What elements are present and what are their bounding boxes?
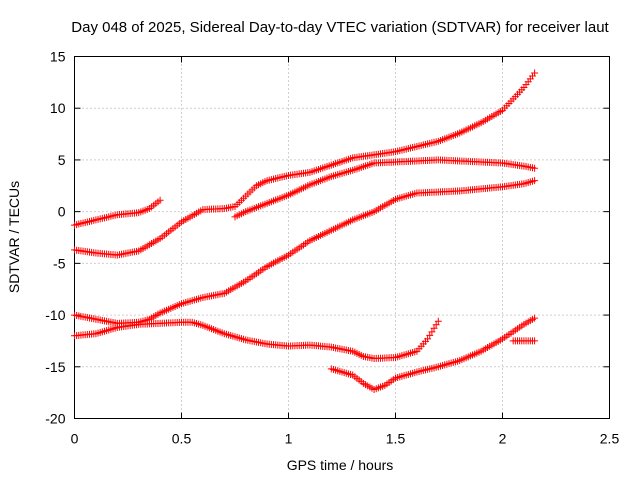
series-track-5 <box>71 177 539 327</box>
data-point <box>426 331 434 339</box>
data-point <box>531 314 539 322</box>
data-point <box>531 337 539 345</box>
x-tick-label: 1 <box>285 431 293 447</box>
y-tick-label: 15 <box>50 49 66 65</box>
series-track-6 <box>71 317 442 363</box>
x-tick-labels: 0 0.5 1 1.5 2 2.5 <box>71 431 620 447</box>
y-tick-label: 5 <box>58 152 66 168</box>
y-tick-label: 0 <box>58 204 66 220</box>
x-tick-label: 2.5 <box>600 431 620 447</box>
x-tick-label: 0 <box>71 431 79 447</box>
series-track-1 <box>71 196 164 229</box>
y-tick-label: 10 <box>50 100 66 116</box>
chart-title: Day 048 of 2025, Sidereal Day-to-day VTE… <box>71 19 609 36</box>
data-point <box>531 69 539 77</box>
y-tick-labels: -20 -15 -10 -5 0 5 10 15 <box>45 49 65 427</box>
x-tick-label: 1.5 <box>386 431 406 447</box>
series-track-4 <box>231 156 539 221</box>
series-track-7 <box>327 314 539 394</box>
axis-ticks <box>74 56 610 419</box>
y-tick-label: -10 <box>45 307 65 323</box>
series-track-8 <box>509 337 539 345</box>
data-point <box>432 321 440 329</box>
data-points <box>71 69 539 394</box>
y-tick-label: -20 <box>45 411 65 427</box>
plot-frame <box>74 56 610 419</box>
data-point <box>531 164 539 172</box>
y-axis-label: SDTVAR / TECUs <box>6 181 22 293</box>
data-point <box>434 317 442 325</box>
series-track-3 <box>231 69 539 210</box>
series-track-2 <box>71 202 239 259</box>
y-tick-label: -15 <box>45 359 65 375</box>
x-axis-label: GPS time / hours <box>287 457 394 473</box>
x-tick-label: 2 <box>499 431 507 447</box>
x-tick-label: 0.5 <box>172 431 192 447</box>
data-point <box>156 196 164 204</box>
data-point <box>428 328 436 336</box>
data-point <box>531 177 539 185</box>
y-tick-label: -5 <box>53 255 66 271</box>
grid-lines <box>74 56 610 419</box>
data-point <box>424 335 432 343</box>
data-point <box>430 324 438 332</box>
